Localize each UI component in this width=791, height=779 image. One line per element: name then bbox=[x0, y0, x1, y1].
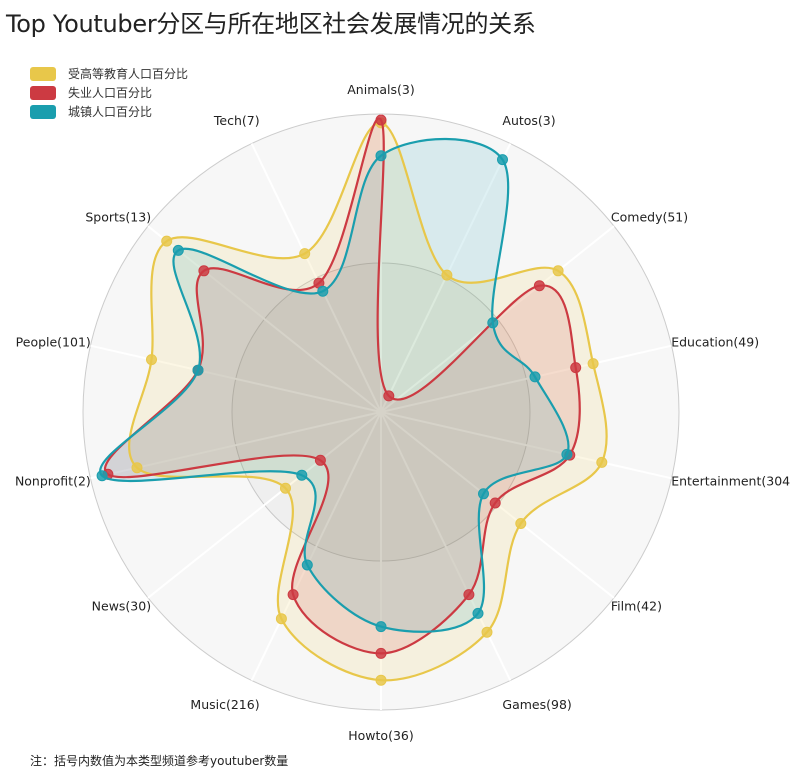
data-point[interactable] bbox=[596, 456, 608, 468]
data-point[interactable] bbox=[146, 354, 157, 366]
data-point[interactable] bbox=[301, 559, 313, 571]
data-point[interactable] bbox=[296, 469, 308, 481]
data-point[interactable] bbox=[561, 448, 573, 460]
data-point[interactable] bbox=[275, 613, 287, 625]
series-line-0 bbox=[128, 121, 608, 682]
axis-label: Nonprofit(2) bbox=[15, 473, 91, 488]
radar-grid bbox=[82, 113, 680, 711]
data-point[interactable] bbox=[441, 269, 453, 281]
data-point[interactable] bbox=[375, 674, 387, 686]
grid-spoke bbox=[147, 225, 382, 413]
legend-item[interactable]: 城镇人口百分比 bbox=[30, 102, 188, 121]
axis-label: News(30) bbox=[92, 599, 151, 614]
data-point[interactable] bbox=[375, 647, 387, 659]
axis-label: Games(98) bbox=[502, 697, 571, 712]
data-point[interactable] bbox=[570, 362, 582, 374]
grid-spoke bbox=[250, 411, 382, 681]
axis-label: Film(42) bbox=[611, 599, 662, 614]
axis-label: Autos(3) bbox=[502, 113, 555, 128]
legend: 受高等教育人口百分比 失业人口百分比 城镇人口百分比 bbox=[30, 64, 188, 121]
data-point[interactable] bbox=[481, 626, 493, 638]
data-point[interactable] bbox=[96, 470, 108, 482]
data-point[interactable] bbox=[161, 235, 173, 247]
data-point[interactable] bbox=[317, 285, 329, 297]
legend-item[interactable]: 失业人口百分比 bbox=[30, 83, 188, 102]
data-point[interactable] bbox=[478, 488, 489, 500]
axis-label: Howto(36) bbox=[348, 728, 413, 743]
data-point[interactable] bbox=[472, 607, 484, 619]
axis-label: Comedy(51) bbox=[611, 210, 688, 225]
legend-swatch bbox=[30, 85, 56, 100]
data-point[interactable] bbox=[375, 114, 387, 126]
axis-label: Tech(7) bbox=[213, 113, 260, 128]
data-point[interactable] bbox=[587, 358, 599, 370]
series-area-1 bbox=[105, 118, 580, 654]
data-point[interactable] bbox=[314, 454, 326, 466]
axis-label: Entertainment(304) bbox=[671, 473, 791, 488]
legend-swatch bbox=[30, 66, 56, 81]
axis-label: Animals(3) bbox=[347, 82, 414, 97]
chart-title: Top Youtuber分区与所在地区社会发展情况的关系 bbox=[6, 10, 536, 38]
series-area-2 bbox=[100, 139, 569, 632]
data-point[interactable] bbox=[515, 518, 527, 529]
grid-spoke bbox=[147, 411, 382, 599]
series-line-1 bbox=[104, 117, 581, 655]
data-point[interactable] bbox=[192, 364, 204, 376]
data-point[interactable] bbox=[280, 482, 291, 494]
series-area-0 bbox=[129, 122, 607, 681]
legend-item[interactable]: 受高等教育人口百分比 bbox=[30, 64, 188, 83]
data-point[interactable] bbox=[299, 248, 311, 260]
data-point[interactable] bbox=[172, 244, 184, 256]
data-point[interactable] bbox=[552, 265, 564, 277]
data-point[interactable] bbox=[287, 589, 299, 601]
axis-label: Sports(13) bbox=[85, 210, 151, 225]
data-point[interactable] bbox=[487, 317, 499, 329]
data-point[interactable] bbox=[375, 621, 387, 633]
legend-label: 失业人口百分比 bbox=[68, 86, 153, 100]
grid-spoke bbox=[380, 344, 672, 413]
data-point[interactable] bbox=[463, 589, 475, 601]
data-point[interactable] bbox=[383, 390, 395, 402]
legend-swatch bbox=[30, 104, 56, 119]
grid-spoke bbox=[250, 143, 382, 413]
data-point[interactable] bbox=[529, 371, 541, 383]
radar-series bbox=[96, 114, 608, 686]
legend-label: 受高等教育人口百分比 bbox=[68, 67, 189, 81]
grid-spoke bbox=[380, 411, 672, 480]
data-point[interactable] bbox=[533, 280, 545, 292]
grid-spoke bbox=[380, 225, 615, 413]
axis-label: Music(216) bbox=[190, 697, 259, 712]
axis-labels: Animals(3) Autos(3) Comedy(51) Education(49… bbox=[15, 82, 791, 743]
data-point[interactable] bbox=[375, 150, 387, 162]
data-point[interactable] bbox=[198, 265, 210, 277]
data-point[interactable] bbox=[489, 497, 501, 509]
legend-label: 城镇人口百分比 bbox=[68, 105, 153, 119]
data-point[interactable] bbox=[497, 154, 508, 166]
axis-label: People(101) bbox=[16, 335, 91, 350]
data-point[interactable] bbox=[131, 462, 143, 474]
chart-note: 注：括号内数值为本类型频道参考youtuber数量 bbox=[30, 754, 289, 768]
grid-spoke bbox=[90, 344, 382, 413]
axis-label: Education(49) bbox=[671, 335, 759, 350]
